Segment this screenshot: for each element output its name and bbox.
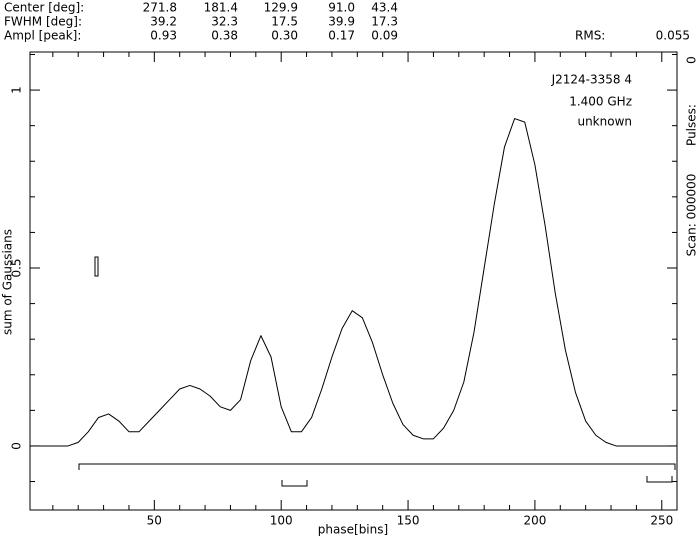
header-label: Ampl [peak]: [4,29,81,43]
annotation: unknown [577,115,632,129]
header-value: 43.4 [371,1,398,15]
header-value: 39.9 [328,15,355,29]
pulses-label: Pulses: [685,104,697,146]
header-label: Center [deg]: [4,1,84,15]
y-tick-label: 0.5 [10,258,24,277]
y-tick-label: 1 [10,86,24,94]
annotation: 1.400 GHz [569,95,632,109]
x-tick-label: 50 [147,514,162,528]
header-value: 17.5 [271,15,298,29]
pulses-value: 0 [685,56,697,64]
x-tick-label: 150 [397,514,420,528]
header-value: 0.30 [271,29,298,43]
header-value: 32.3 [211,15,238,29]
rms-label: RMS: [575,29,605,43]
header-value: 0.17 [328,29,355,43]
x-tick-label: 200 [523,514,546,528]
header-value: 17.3 [371,15,398,29]
profile-line [30,118,677,447]
y-axis-label: sum of Gaussians [1,229,15,335]
header-value: 0.93 [150,29,177,43]
x-axis-label: phase[bins] [318,523,388,537]
scan-label: Scan: 000000 [685,174,697,257]
header-value: 271.8 [143,1,177,15]
window-bracket [281,480,308,487]
header-value: 91.0 [328,1,355,15]
window-bracket [78,463,676,470]
header-label: FWHM [deg]: [4,15,82,29]
frame [29,51,678,511]
y-tick-label: 0 [10,442,24,450]
header-value: 129.9 [264,1,298,15]
header-value: 0.09 [371,29,398,43]
header-value: 0.38 [211,29,238,43]
window-bracket [646,476,673,483]
header-value: 181.4 [204,1,238,15]
annotation: J2124-3358 4 [551,73,632,87]
marker-box [94,256,99,277]
x-tick-label: 250 [650,514,673,528]
x-tick-label: 100 [270,514,293,528]
rms-value: 0.055 [656,29,690,43]
header-value: 39.2 [150,15,177,29]
